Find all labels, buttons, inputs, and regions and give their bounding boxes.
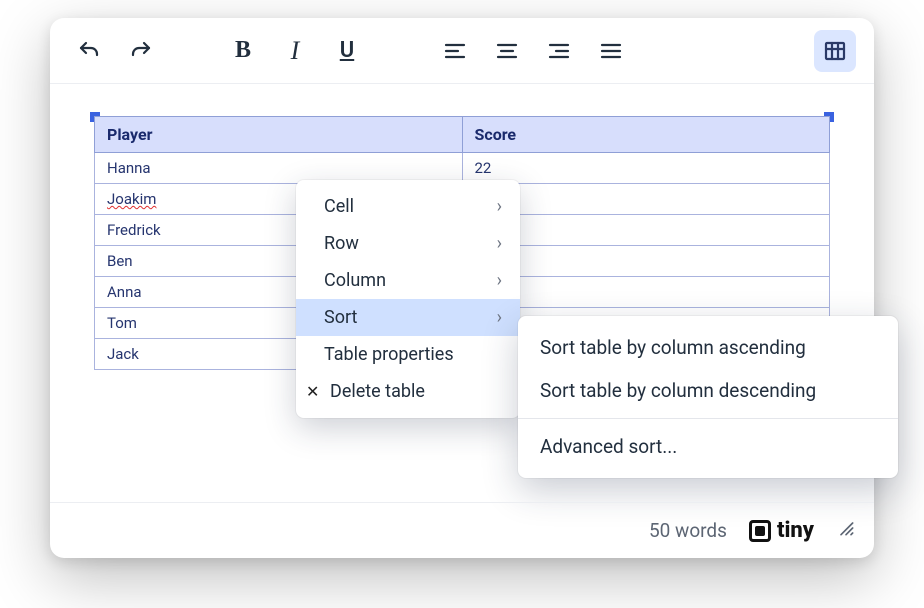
table-header[interactable]: Score [462,117,830,153]
align-justify-button[interactable] [590,30,632,72]
brand-logo[interactable]: tiny [749,518,814,543]
chevron-right-icon: › [497,233,502,254]
chevron-right-icon: › [497,196,502,217]
menu-label: Delete table [330,381,425,402]
menu-label: Row [324,233,359,254]
italic-button[interactable]: I [274,30,316,72]
table-row: Hanna22 [95,153,830,184]
editor-footer: 50 words tiny [50,502,874,558]
menu-label: Cell [324,196,354,217]
align-right-button[interactable] [538,30,580,72]
sort-advanced[interactable]: Advanced sort... [518,425,898,468]
chevron-right-icon: › [497,307,502,328]
editor-window: B I U [50,18,874,558]
ctx-delete-table[interactable]: ✕ Delete table [296,373,520,410]
align-left-button[interactable] [434,30,476,72]
menu-label: Column [324,270,386,291]
menu-separator [518,418,898,419]
word-count: 50 words [649,519,727,542]
sort-submenu: Sort table by column ascending Sort tabl… [518,316,898,478]
redo-button[interactable] [120,30,162,72]
ctx-table-properties[interactable]: Table properties [296,336,520,373]
underline-button[interactable]: U [326,30,368,72]
sort-descending[interactable]: Sort table by column descending [518,369,898,412]
context-menu: Cell › Row › Column › Sort › Table prope… [296,180,520,418]
undo-button[interactable] [68,30,110,72]
table-button[interactable] [814,30,856,72]
ctx-cell[interactable]: Cell › [296,188,520,225]
resize-handle[interactable] [836,518,856,543]
ctx-sort[interactable]: Sort › [296,299,520,336]
chevron-right-icon: › [497,270,502,291]
menu-label: Sort [324,307,357,328]
toolbar: B I U [50,18,874,84]
menu-label: Table properties [324,344,454,365]
tiny-logo-icon [749,520,771,542]
close-icon: ✕ [306,382,319,401]
ctx-row[interactable]: Row › [296,225,520,262]
spellcheck-word[interactable]: Joakim [107,190,156,208]
ctx-column[interactable]: Column › [296,262,520,299]
table-header[interactable]: Player [95,117,463,153]
bold-button[interactable]: B [222,30,264,72]
align-center-button[interactable] [486,30,528,72]
brand-name: tiny [777,518,814,543]
sort-ascending[interactable]: Sort table by column ascending [518,326,898,369]
